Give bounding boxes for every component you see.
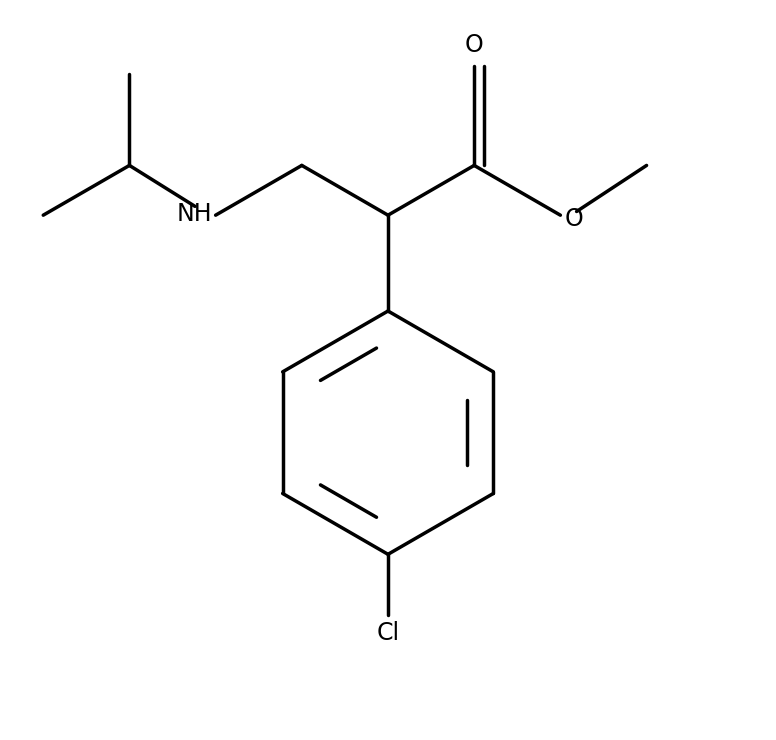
Text: NH: NH <box>176 202 212 226</box>
Text: O: O <box>465 33 483 57</box>
Text: O: O <box>565 207 584 231</box>
Text: Cl: Cl <box>376 621 400 645</box>
